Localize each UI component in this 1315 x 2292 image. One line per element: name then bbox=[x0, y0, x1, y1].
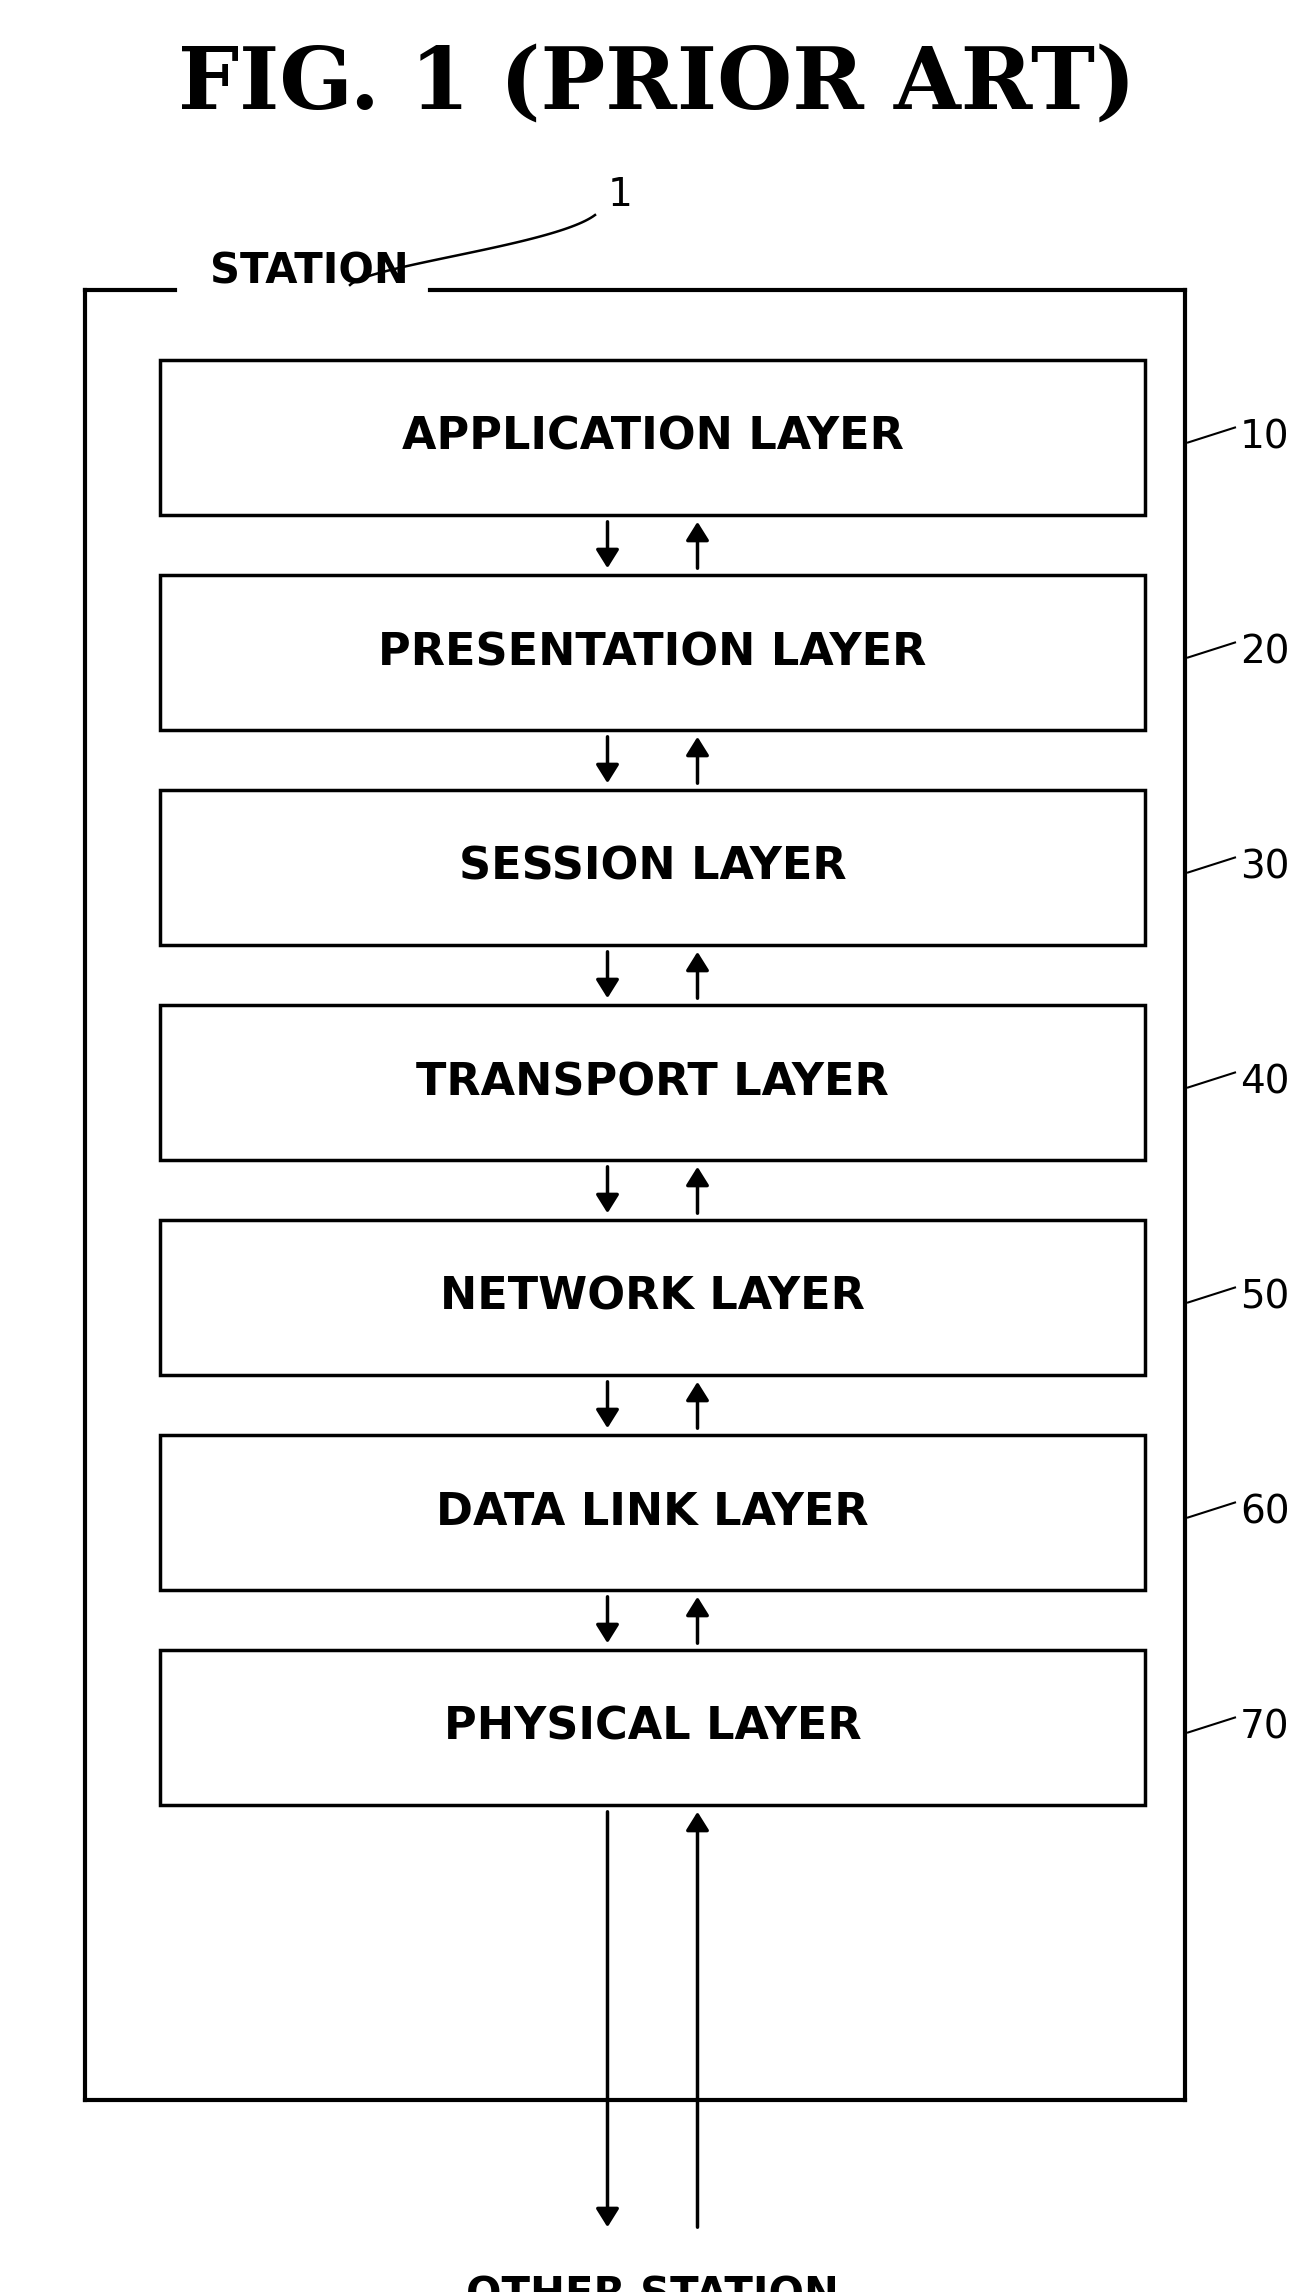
Bar bbox=[160, 1435, 1145, 1591]
Text: NETWORK LAYER: NETWORK LAYER bbox=[441, 1277, 865, 1318]
Bar bbox=[160, 575, 1145, 729]
Bar bbox=[160, 1004, 1145, 1160]
Bar bbox=[160, 791, 1145, 944]
Text: 70: 70 bbox=[1240, 1708, 1290, 1747]
Text: PHYSICAL LAYER: PHYSICAL LAYER bbox=[443, 1705, 861, 1749]
Text: 40: 40 bbox=[1240, 1063, 1290, 1102]
Bar bbox=[160, 1219, 1145, 1375]
Text: 20: 20 bbox=[1240, 633, 1290, 672]
Text: 30: 30 bbox=[1240, 848, 1290, 887]
Bar bbox=[160, 1650, 1145, 1806]
Text: STATION: STATION bbox=[210, 252, 409, 293]
Text: DATA LINK LAYER: DATA LINK LAYER bbox=[437, 1492, 869, 1533]
Text: OTHER STATION: OTHER STATION bbox=[466, 2276, 839, 2292]
Text: PRESENTATION LAYER: PRESENTATION LAYER bbox=[379, 630, 927, 674]
Text: SESSION LAYER: SESSION LAYER bbox=[459, 846, 847, 889]
Bar bbox=[160, 360, 1145, 516]
Text: 60: 60 bbox=[1240, 1494, 1290, 1531]
Text: FIG. 1 (PRIOR ART): FIG. 1 (PRIOR ART) bbox=[178, 44, 1136, 126]
Text: APPLICATION LAYER: APPLICATION LAYER bbox=[401, 417, 903, 458]
Text: 1: 1 bbox=[608, 176, 633, 213]
Text: 10: 10 bbox=[1240, 419, 1290, 456]
Text: 50: 50 bbox=[1240, 1279, 1290, 1316]
Text: TRANSPORT LAYER: TRANSPORT LAYER bbox=[416, 1061, 889, 1105]
